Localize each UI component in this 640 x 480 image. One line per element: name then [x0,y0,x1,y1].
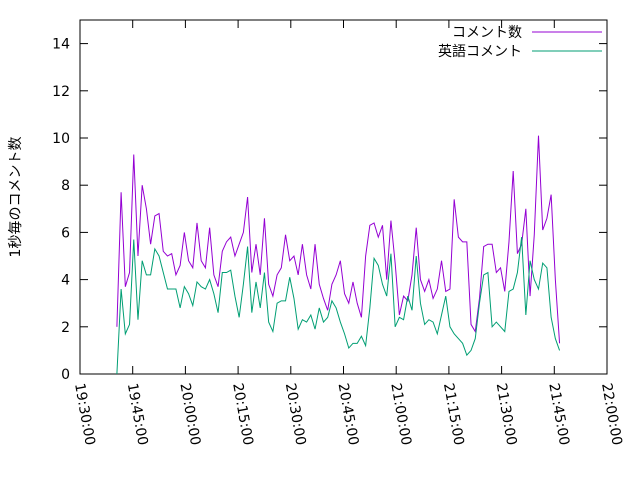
y-tick-label: 4 [61,273,70,289]
x-tick-label: 20:30:00 [282,382,309,447]
y-tick-label: 2 [61,320,70,336]
plot-frame [79,19,608,375]
x-tick-label: 20:00:00 [176,382,203,447]
x-tick-label: 21:15:00 [440,382,467,447]
series-line [116,135,561,344]
x-tick-label: 21:45:00 [545,382,572,447]
x-tick-label: 20:45:00 [335,382,362,447]
y-tick-label: 6 [61,225,70,241]
x-tick-label: 19:30:00 [71,382,98,447]
y-tick-label: 10 [52,131,70,147]
x-tick-label: 21:00:00 [387,382,414,447]
series-line [116,237,561,375]
x-tick-label: 21:30:00 [493,382,520,447]
x-tick-label: 19:45:00 [124,382,151,447]
y-axis-label: 1秒毎のコメント数 [8,137,24,258]
x-tick-label: 20:15:00 [229,382,256,447]
y-tick-label: 0 [61,367,70,383]
legend-label: 英語コメント [438,43,522,60]
y-tick-label: 8 [61,178,70,194]
x-tick-label: 22:00:00 [598,382,625,447]
y-tick-label: 14 [52,37,70,53]
y-tick-label: 12 [52,84,70,100]
legend-label: コメント数 [452,25,522,41]
